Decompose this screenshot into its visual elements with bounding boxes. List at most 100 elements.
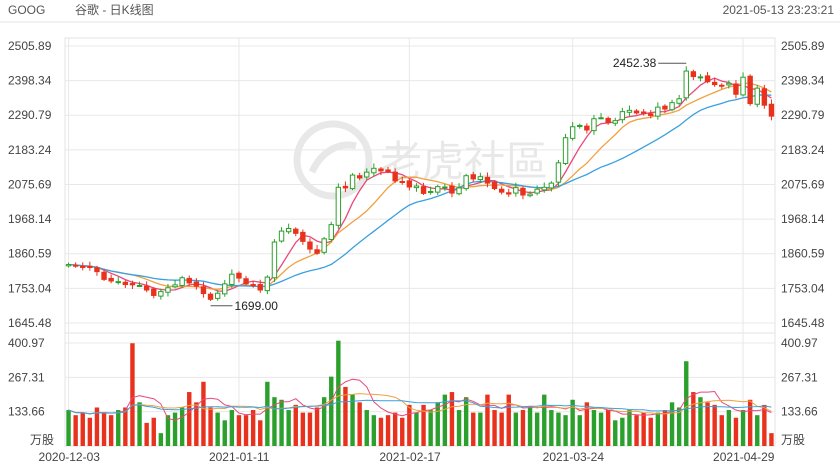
candle-body <box>364 171 370 178</box>
volume-tick-label-right: 400.97 <box>781 336 818 350</box>
price-tick-label-left: 2075.69 <box>8 177 52 191</box>
candle-body <box>491 181 498 190</box>
volume-ma-line <box>68 393 772 415</box>
candle-body <box>676 98 682 104</box>
volume-bar <box>556 412 561 446</box>
candle-body <box>612 120 618 124</box>
candle-body <box>420 186 427 194</box>
candle-body <box>435 186 441 193</box>
candle-body <box>193 281 200 287</box>
candle-body <box>129 283 136 286</box>
volume-bar <box>414 412 419 446</box>
candle-body <box>442 186 448 189</box>
volume-bar <box>343 386 348 446</box>
volume-bar <box>421 404 426 446</box>
candle-body <box>342 185 349 189</box>
volume-bar <box>570 399 575 446</box>
volume-bar <box>357 402 362 446</box>
volume-ma-lines <box>68 378 772 421</box>
candlesticks <box>65 66 775 301</box>
candle-body <box>633 110 640 114</box>
volume-bar <box>435 402 440 446</box>
volume-bar <box>641 412 646 446</box>
candle-body <box>569 126 576 139</box>
candle-body <box>747 75 753 105</box>
volume-bar <box>442 394 448 446</box>
volume-bar <box>94 407 100 446</box>
candle-body <box>285 228 292 233</box>
volume-bar <box>698 397 703 446</box>
volume-bar <box>201 381 206 446</box>
candle-body <box>136 284 143 287</box>
volume-bar <box>243 415 249 446</box>
candle-body <box>307 241 313 250</box>
candle-body <box>328 224 334 240</box>
volume-bar <box>187 392 192 446</box>
price-tick-label-right: 2075.69 <box>781 177 825 191</box>
volume-bar <box>73 415 78 446</box>
volume-bar <box>364 410 369 446</box>
candle-body <box>413 185 420 189</box>
volume-tick-label-left: 400.97 <box>8 336 45 350</box>
candle-body <box>158 291 164 297</box>
candle-body <box>626 109 633 113</box>
volume-bar <box>151 417 156 446</box>
volume-bar <box>712 404 717 446</box>
volume-bar <box>250 410 256 446</box>
candle-body <box>683 70 689 99</box>
volume-bar <box>684 361 689 446</box>
candle-body <box>598 117 604 120</box>
volume-bar <box>726 410 732 446</box>
volume-bar <box>513 412 519 446</box>
price-tick-label-left: 1860.59 <box>8 247 52 261</box>
volume-bar <box>769 433 774 446</box>
volume-axis-labels: 400.97 400.97 267.31 267.31 133.66 133.66 万股 万股 <box>8 336 818 447</box>
volume-bar <box>499 412 504 446</box>
candle-body <box>165 287 171 293</box>
candle-body <box>456 187 462 195</box>
candle-body <box>243 278 249 285</box>
volume-bar <box>286 410 291 446</box>
candle-body <box>506 192 512 195</box>
volume-bar <box>648 417 653 446</box>
candle-body <box>449 185 455 194</box>
volume-tick-label-right: 267.31 <box>781 370 818 384</box>
volume-bar <box>534 412 540 446</box>
volume-bar <box>634 415 639 446</box>
price-tick-label-left: 2398.34 <box>8 74 52 88</box>
date-tick-label: 2021-02-17 <box>379 450 441 464</box>
price-tick-label-left: 2505.89 <box>8 39 52 53</box>
volume-bar <box>293 404 298 446</box>
header-title: 谷歌 - 日K线图 <box>75 2 154 17</box>
volume-bar <box>598 412 604 446</box>
candle-body <box>378 168 384 172</box>
volume-bar <box>407 404 412 446</box>
volume-bar <box>194 402 199 446</box>
volume-bar <box>627 410 632 446</box>
candle-body <box>711 81 718 86</box>
volume-bar <box>755 415 760 446</box>
volume-bar <box>719 415 724 446</box>
candle-body <box>619 111 626 121</box>
volume-bar <box>400 417 405 446</box>
volume-bar <box>336 340 341 446</box>
candle-body <box>186 277 192 284</box>
candle-body <box>335 186 342 226</box>
candle-body <box>356 175 363 179</box>
candle-body <box>271 241 278 279</box>
volume-bar <box>520 410 526 446</box>
candle-body <box>108 277 114 282</box>
volume-bar <box>527 407 533 446</box>
candle-body <box>179 277 185 286</box>
volume-bar <box>762 404 767 446</box>
price-tick-label-right: 2290.79 <box>781 108 825 122</box>
candle-body <box>484 176 491 184</box>
candle-body <box>477 176 484 181</box>
volume-bar <box>222 420 227 446</box>
volume-bar <box>676 407 682 446</box>
volume-bar <box>691 392 696 446</box>
candle-body <box>94 267 100 273</box>
volume-bar <box>215 412 220 446</box>
candle-body <box>87 265 93 268</box>
volume-panel-frame <box>64 332 776 447</box>
